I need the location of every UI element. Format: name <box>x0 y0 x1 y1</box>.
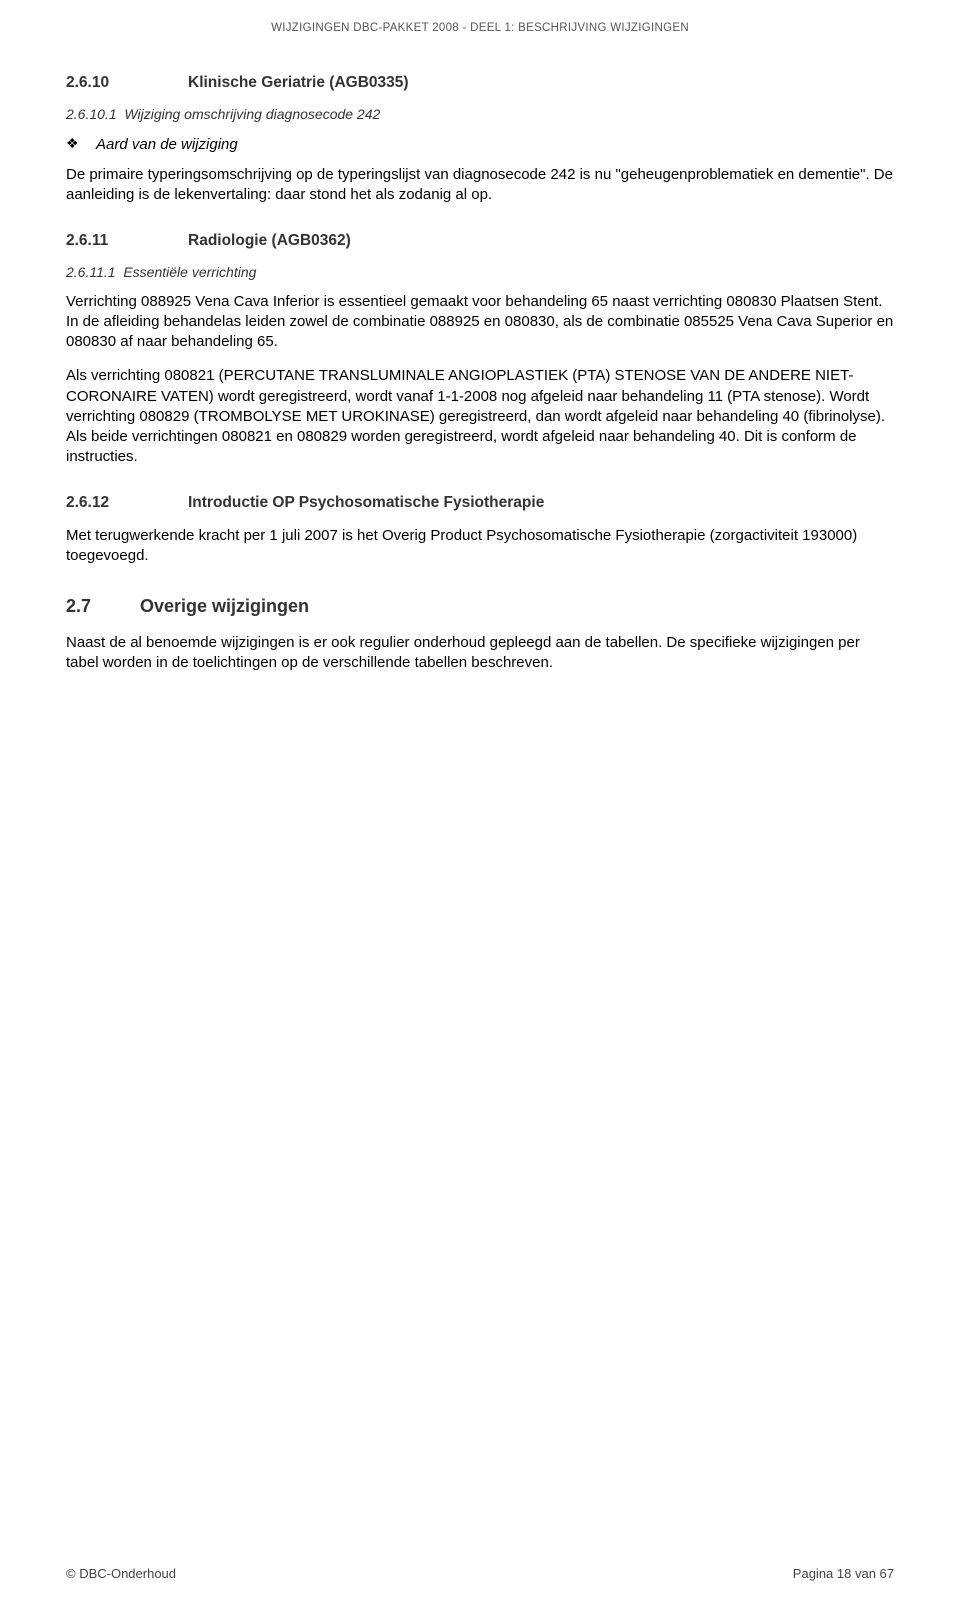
para-2-6-10-1: De primaire typeringsomschrijving op de … <box>66 165 894 206</box>
footer-right: Pagina 18 van 67 <box>793 1566 894 1581</box>
hdr-1: W <box>271 22 282 34</box>
hdr-11: IJZIGINGEN <box>621 22 689 34</box>
hdr-5: 2008 <box>432 22 459 34</box>
heading-num: 2.6.11 <box>66 232 188 250</box>
heading-2-7: 2.7 Overige wijzigingen <box>66 596 894 617</box>
hdr-9: ESCHRIJVING <box>526 22 610 34</box>
para-2-6-11-a: Verrichting 088925 Vena Cava Inferior is… <box>66 292 894 353</box>
diamond-icon: ❖ <box>66 134 96 154</box>
heading-title: Introductie OP Psychosomatische Fysiothe… <box>188 494 544 512</box>
sub-num: 2.6.10.1 <box>66 106 117 122</box>
sub-num: 2.6.11.1 <box>66 264 116 280</box>
para-2-6-11-b: Als verrichting 080821 (PERCUTANE TRANSL… <box>66 366 894 467</box>
para-2-7: Naast de al benoemde wijzigingen is er o… <box>66 633 894 674</box>
hdr-7: EEL <box>479 22 505 34</box>
heading-num: 2.7 <box>66 596 140 617</box>
hdr-3: DBC- <box>353 22 382 34</box>
heading-title: Klinische Geriatrie (AGB0335) <box>188 74 409 92</box>
hdr-8: 1: B <box>504 22 526 34</box>
subheading-2-6-10-1: 2.6.10.1 Wijziging omschrijving diagnose… <box>66 106 894 122</box>
heading-num: 2.6.12 <box>66 494 188 512</box>
para-2-6-12: Met terugwerkende kracht per 1 juli 2007… <box>66 526 894 567</box>
page-footer: © DBC-Onderhoud Pagina 18 van 67 <box>66 1566 894 1581</box>
sub-title: Essentiële verrichting <box>123 264 256 280</box>
heading-2-6-12: 2.6.12 Introductie OP Psychosomatische F… <box>66 494 894 512</box>
hdr-6: D <box>470 22 479 34</box>
bullet-text: Aard van de wijziging <box>96 134 238 155</box>
heading-num: 2.6.10 <box>66 74 188 92</box>
footer-left: © DBC-Onderhoud <box>66 1566 176 1581</box>
hdr-10: W <box>610 22 621 34</box>
bullet-aard: ❖ Aard van de wijziging <box>66 134 894 155</box>
hdr-4: PAKKET <box>383 22 433 34</box>
page-header: WIJZIGINGEN DBC-PAKKET 2008 - DEEL 1: BE… <box>66 22 894 34</box>
heading-title: Radiologie (AGB0362) <box>188 232 351 250</box>
heading-title: Overige wijzigingen <box>140 596 309 617</box>
hdr-2: IJZIGINGEN <box>282 22 353 34</box>
sub-title: Wijziging omschrijving diagnosecode 242 <box>124 106 380 122</box>
heading-2-6-10: 2.6.10 Klinische Geriatrie (AGB0335) <box>66 74 894 92</box>
heading-2-6-11: 2.6.11 Radiologie (AGB0362) <box>66 232 894 250</box>
hdr-sep: - <box>459 22 470 34</box>
subheading-2-6-11-1: 2.6.11.1 Essentiële verrichting <box>66 264 894 280</box>
